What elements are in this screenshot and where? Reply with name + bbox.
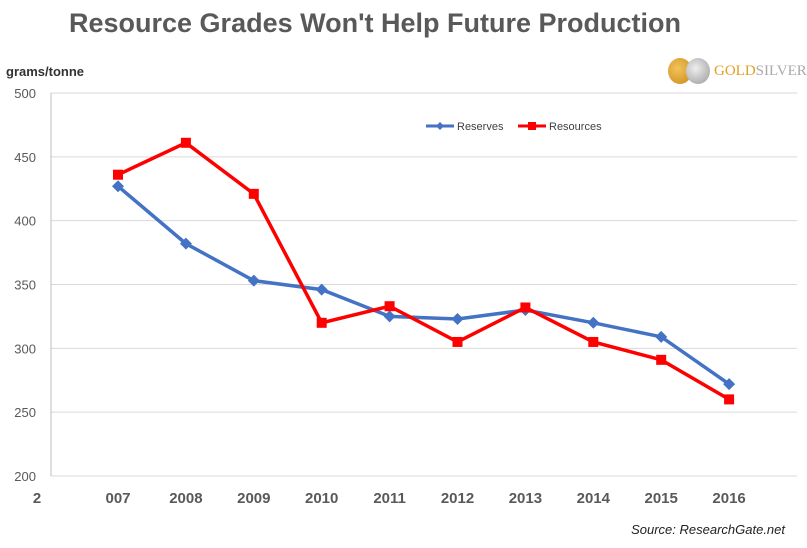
x-tick-label: 2 [33, 490, 41, 507]
data-point [384, 301, 395, 312]
legend-label: Reserves [457, 121, 504, 133]
x-tick-label: 2015 [645, 490, 678, 507]
series-line [117, 140, 730, 401]
data-point [383, 310, 396, 323]
y-tick-label: 350 [14, 278, 36, 293]
data-point [315, 283, 328, 296]
data-point [588, 336, 599, 347]
legend-marker [436, 122, 444, 130]
series-reserves [112, 180, 736, 391]
data-point [724, 394, 735, 405]
data-point [112, 180, 124, 193]
data-point [113, 169, 123, 180]
y-tick-label: 400 [14, 214, 36, 229]
y-axis-label: grams/tonne [6, 64, 85, 79]
x-tick-label: 2012 [441, 490, 474, 507]
legend-label: Resources [549, 121, 602, 133]
series-resources [113, 137, 735, 405]
x-tick-label: 2013 [509, 490, 542, 507]
goldsilver-logo: GOLDSILVER [668, 58, 807, 84]
x-tick-label: 2016 [712, 490, 745, 507]
data-point [520, 302, 531, 313]
x-tick-label: 2010 [305, 490, 338, 507]
x-tick-label: 007 [105, 490, 130, 507]
y-tick-label: 450 [14, 150, 36, 165]
data-point [587, 316, 600, 329]
chart-title: Resource Grades Won't Help Future Produc… [69, 8, 681, 38]
data-point [452, 336, 463, 347]
data-point [451, 312, 464, 325]
data-point [247, 274, 260, 287]
legend-marker [528, 122, 536, 130]
data-point [179, 237, 192, 250]
silver-coin-icon [686, 58, 710, 84]
y-tick-label: 200 [14, 469, 36, 484]
y-tick-label: 500 [14, 86, 36, 101]
data-point [655, 330, 668, 343]
source-note: Source: ResearchGate.net [631, 522, 785, 537]
x-tick-label: 2009 [237, 490, 270, 507]
x-tick-label: 2014 [577, 490, 611, 507]
y-tick-label: 250 [14, 405, 36, 420]
data-point [723, 378, 736, 391]
y-tick-label: 300 [14, 341, 36, 356]
series-line [116, 184, 731, 386]
x-tick-label: 2011 [373, 490, 406, 507]
x-tick-label: 2008 [169, 490, 202, 507]
data-point [656, 354, 667, 365]
data-point [316, 317, 327, 328]
data-point [248, 188, 259, 199]
data-point [180, 137, 191, 148]
